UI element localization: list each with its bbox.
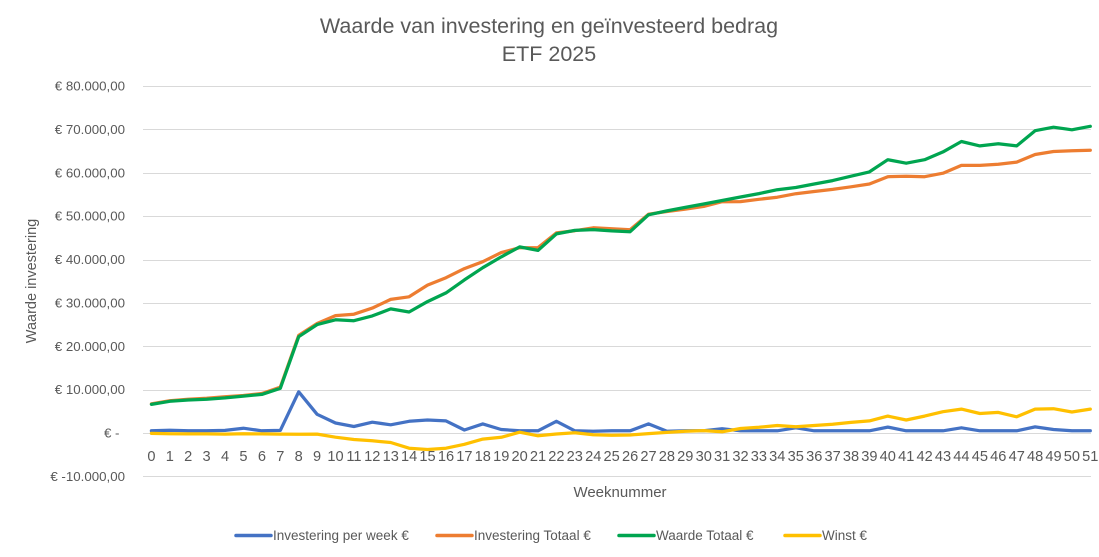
- svg-text:Investering Totaal €: Investering Totaal €: [474, 528, 591, 543]
- svg-text:€ 40.000,00: € 40.000,00: [55, 252, 125, 267]
- svg-text:23: 23: [567, 449, 583, 465]
- svg-text:Winst €: Winst €: [822, 528, 868, 543]
- svg-text:2: 2: [184, 449, 192, 465]
- svg-text:31: 31: [714, 449, 730, 465]
- svg-text:€ 80.000,00: € 80.000,00: [55, 79, 125, 94]
- svg-text:48: 48: [1027, 449, 1043, 465]
- svg-text:32: 32: [732, 449, 748, 465]
- svg-text:€ 30.000,00: € 30.000,00: [55, 295, 125, 310]
- svg-text:22: 22: [548, 449, 564, 465]
- svg-text:49: 49: [1045, 449, 1061, 465]
- svg-text:€ -: € -: [104, 426, 120, 441]
- svg-text:7: 7: [276, 449, 284, 465]
- svg-text:Waarde Totaal €: Waarde Totaal €: [656, 528, 754, 543]
- svg-text:45: 45: [972, 449, 988, 465]
- svg-text:41: 41: [898, 449, 914, 465]
- svg-text:40: 40: [880, 449, 896, 465]
- svg-text:27: 27: [640, 449, 656, 465]
- svg-text:43: 43: [935, 449, 951, 465]
- svg-text:47: 47: [1009, 449, 1025, 465]
- svg-text:Investering per week €: Investering per week €: [273, 528, 409, 543]
- svg-text:18: 18: [475, 449, 491, 465]
- svg-text:12: 12: [364, 449, 380, 465]
- svg-text:44: 44: [953, 449, 969, 465]
- svg-text:6: 6: [258, 449, 266, 465]
- svg-text:29: 29: [677, 449, 693, 465]
- svg-text:51: 51: [1082, 449, 1098, 465]
- svg-text:21: 21: [530, 449, 546, 465]
- svg-text:3: 3: [203, 449, 211, 465]
- svg-text:9: 9: [313, 449, 321, 465]
- svg-text:Waarde investering: Waarde investering: [24, 219, 40, 343]
- svg-text:30: 30: [696, 449, 712, 465]
- svg-text:10: 10: [327, 449, 343, 465]
- svg-text:42: 42: [916, 449, 932, 465]
- svg-text:20: 20: [511, 449, 527, 465]
- svg-text:33: 33: [751, 449, 767, 465]
- svg-text:16: 16: [438, 449, 454, 465]
- svg-text:Weeknummer: Weeknummer: [573, 484, 666, 501]
- svg-text:€ -10.000,00: € -10.000,00: [50, 469, 125, 484]
- svg-text:€ 20.000,00: € 20.000,00: [55, 339, 125, 354]
- svg-text:25: 25: [603, 449, 619, 465]
- svg-text:34: 34: [769, 449, 785, 465]
- svg-text:€ 10.000,00: € 10.000,00: [55, 382, 125, 397]
- svg-text:39: 39: [861, 449, 877, 465]
- svg-text:35: 35: [788, 449, 804, 465]
- svg-text:14: 14: [401, 449, 417, 465]
- svg-text:17: 17: [456, 449, 472, 465]
- svg-text:24: 24: [585, 449, 601, 465]
- svg-text:19: 19: [493, 449, 509, 465]
- svg-text:ETF 2025: ETF 2025: [502, 42, 596, 66]
- svg-text:€ 60.000,00: € 60.000,00: [55, 165, 125, 180]
- svg-text:13: 13: [383, 449, 399, 465]
- svg-text:50: 50: [1064, 449, 1080, 465]
- svg-text:15: 15: [419, 449, 435, 465]
- svg-text:37: 37: [824, 449, 840, 465]
- svg-text:26: 26: [622, 449, 638, 465]
- svg-text:€ 50.000,00: € 50.000,00: [55, 209, 125, 224]
- svg-text:5: 5: [239, 449, 247, 465]
- svg-text:0: 0: [147, 449, 155, 465]
- svg-text:46: 46: [990, 449, 1006, 465]
- svg-text:4: 4: [221, 449, 229, 465]
- svg-text:1: 1: [166, 449, 174, 465]
- svg-text:36: 36: [806, 449, 822, 465]
- svg-text:€ 70.000,00: € 70.000,00: [55, 122, 125, 137]
- svg-text:28: 28: [659, 449, 675, 465]
- svg-text:Waarde van investering en geïn: Waarde van investering en geïnvesteerd b…: [320, 14, 778, 38]
- svg-text:11: 11: [346, 449, 361, 465]
- svg-text:8: 8: [295, 449, 303, 465]
- svg-text:38: 38: [843, 449, 859, 465]
